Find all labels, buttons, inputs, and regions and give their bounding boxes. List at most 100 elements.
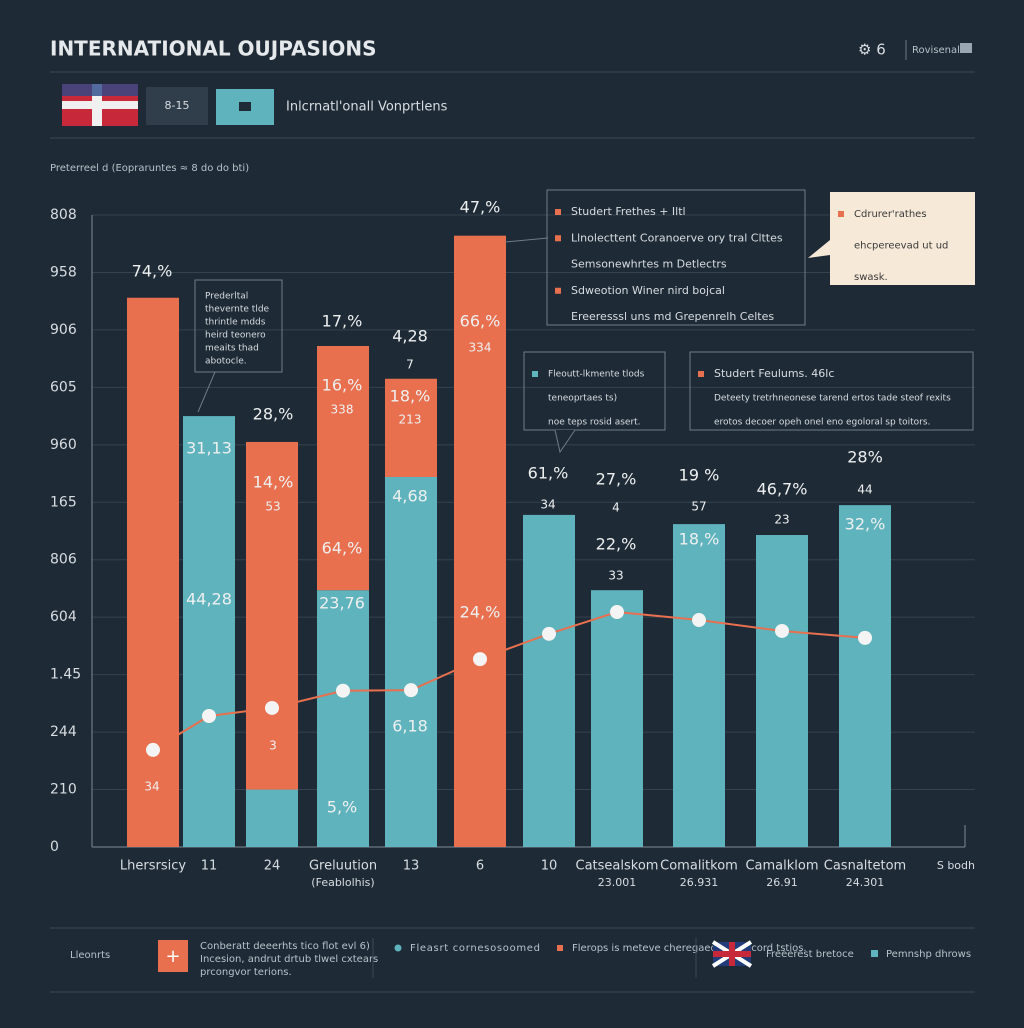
x-tick-label: 13 xyxy=(403,859,420,874)
x-tick-label: Lhersrsicy xyxy=(120,859,186,874)
callout-box xyxy=(830,192,975,285)
callout-text: Fleoutt-lkmente tlods xyxy=(548,370,645,380)
callout-text: thrintle mdds xyxy=(205,318,266,328)
annotation: 32,% xyxy=(845,515,886,534)
annotation: 16,% xyxy=(322,376,363,395)
annotation: 4 xyxy=(612,501,620,515)
bar xyxy=(183,416,235,847)
chart-title: INTERNATIONAL OUJPASIONS xyxy=(50,37,377,61)
annotation: 28% xyxy=(847,448,883,467)
annotation: 44,28 xyxy=(186,590,232,609)
bar xyxy=(246,789,298,847)
x-tick-label: Camalklom xyxy=(745,859,818,874)
x-tick-sublabel: 23.001 xyxy=(598,876,637,889)
trend-point xyxy=(542,626,556,641)
trend-point xyxy=(336,683,350,698)
bullet xyxy=(555,235,561,242)
x-tick-label: Casnaltetom xyxy=(824,859,906,874)
callout-text: Llnolecttent Coranoerve ory tral Clttes xyxy=(571,231,783,244)
y-tick-label: 806 xyxy=(50,552,77,568)
footer-icon-plus: + xyxy=(165,946,180,967)
annotation: 23 xyxy=(774,513,789,527)
annotation: 57 xyxy=(691,500,706,514)
callout-box xyxy=(546,189,806,326)
bar xyxy=(523,514,575,847)
bar xyxy=(839,505,891,847)
annotation: 338 xyxy=(331,403,354,417)
x-tick-label: 24 xyxy=(264,859,281,874)
x-tick-sublabel: 26.91 xyxy=(766,876,798,889)
x-tick-sublabel: 24.301 xyxy=(846,876,885,889)
callout-text: Deteety tretrhneonese tarend ertos tade … xyxy=(714,394,951,404)
footer-extra: Freeerest bretoce xyxy=(766,949,854,960)
annotation: 7 xyxy=(406,358,414,372)
trend-point xyxy=(775,623,789,638)
badge-text: 8-15 xyxy=(165,99,190,112)
callout-pointer xyxy=(504,237,549,243)
annotation: 4,68 xyxy=(392,487,428,506)
bullet xyxy=(555,287,561,294)
footer-extra: Pemnshp dhrows xyxy=(886,949,971,960)
callout-text: Studert Feulums. 46lc xyxy=(714,367,834,380)
flag xyxy=(62,84,138,126)
annotation: 3 xyxy=(269,739,277,753)
y-tick-label: 958 xyxy=(50,264,77,280)
annotation: 14,% xyxy=(253,473,294,492)
callout-text: Studert Frethes + Iltl xyxy=(571,205,686,218)
legend-label: Flerops is meteve cheregaed tag accord t… xyxy=(572,943,807,954)
bullet xyxy=(555,209,561,215)
callout-text: Semsonewhrtes m Detlectrs xyxy=(571,258,727,271)
y-tick-label: 1.45 xyxy=(50,667,81,683)
trend-point xyxy=(473,652,487,667)
x-tick-label: 11 xyxy=(201,859,218,874)
callout-box xyxy=(689,351,974,431)
callout-text: Cdrurer'rathes xyxy=(854,209,927,220)
annotation: 46,7% xyxy=(757,480,808,499)
subtitle: Inlcrnatl'onall Vonprtlens xyxy=(286,100,448,115)
flag-cross xyxy=(729,942,735,966)
top-right-label: Rovisenal xyxy=(912,45,960,56)
footer-icon xyxy=(158,940,188,972)
trend-point xyxy=(265,700,279,715)
footer-note: Conberatt deeerhts tico flot evl 6) xyxy=(200,941,370,952)
callout-text: thevernte tlde xyxy=(205,305,270,315)
callout-text: heird teonero xyxy=(205,331,266,341)
annotation: 213 xyxy=(399,413,422,427)
callout-text: teneoprtaes ts) xyxy=(548,394,617,404)
trend-point xyxy=(202,709,216,724)
legend-label: Fleasrt cornesosoomed xyxy=(410,943,540,954)
legend-swatch xyxy=(557,945,563,951)
bullet xyxy=(698,371,704,377)
x-tick-label: 10 xyxy=(541,859,558,874)
trend-point xyxy=(692,613,706,628)
x-tick-sublabel: (Feablolhis) xyxy=(311,876,374,889)
annotation: 34 xyxy=(540,498,555,512)
callout-text: swask. xyxy=(854,272,888,283)
bar xyxy=(317,590,369,847)
annotation: 34 xyxy=(144,780,159,794)
annotation: 47,% xyxy=(460,198,501,217)
annotation: 5,% xyxy=(327,798,357,817)
bullet xyxy=(838,211,844,217)
bar xyxy=(591,590,643,847)
annotation: 44 xyxy=(857,483,872,497)
annotation: 23,76 xyxy=(319,594,365,613)
icon xyxy=(239,102,251,111)
y-tick-label: 604 xyxy=(50,609,77,625)
annotation: 53 xyxy=(265,500,280,514)
annotation: 18,% xyxy=(390,387,431,406)
flag xyxy=(711,940,753,968)
y-tick-label: 605 xyxy=(50,379,77,395)
annotation: 74,% xyxy=(132,262,173,281)
footer-label: Lleonrts xyxy=(70,950,110,961)
annotation: 22,% xyxy=(596,535,637,554)
bar xyxy=(385,476,437,847)
annotation: 64,% xyxy=(322,539,363,558)
y-tick-label: 0 xyxy=(50,839,59,855)
y-caption: Preterreel d (Eopraruntes ≈ 8 do do bti) xyxy=(50,163,249,174)
annotation: 61,% xyxy=(528,464,569,483)
callout-pointer xyxy=(554,429,576,454)
callout-text: meaits thad xyxy=(205,344,259,354)
legend-swatch xyxy=(871,950,878,957)
x-tick-label: Greluution xyxy=(309,859,377,874)
